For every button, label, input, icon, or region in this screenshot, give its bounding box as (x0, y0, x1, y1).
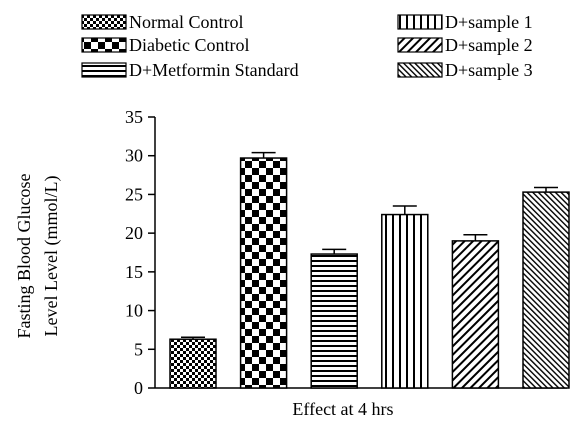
bar-2 (239, 157, 288, 389)
legend: Normal Control Diabetic Control D+Metformi… (81, 12, 533, 80)
legend-label-6: D+sample 3 (445, 60, 533, 80)
y-tick-label: 35 (125, 107, 143, 127)
legend-swatch-5 (397, 37, 443, 53)
legend-swatch-3 (81, 62, 127, 78)
y-axis-label-line-1: Fasting Blood Glucose (14, 173, 34, 338)
legend-label-5: D+sample 2 (445, 35, 533, 55)
bar-6 (522, 191, 570, 389)
y-tick-label: 5 (134, 339, 143, 359)
bar-3 (310, 253, 358, 389)
legend-swatch-1 (81, 14, 127, 30)
y-tick-label: 25 (125, 184, 143, 204)
bars (169, 157, 570, 389)
y-tick-label: 15 (125, 262, 143, 282)
y-ticks: 0 5 10 15 20 25 30 35 (125, 107, 155, 398)
bar-4 (381, 213, 429, 389)
legend-swatch-6 (397, 62, 443, 78)
legend-label-3: D+Metformin Standard (129, 60, 299, 80)
error-bars (181, 151, 558, 340)
y-tick-label: 10 (125, 301, 143, 321)
legend-label-2: Diabetic Control (129, 35, 249, 55)
x-axis-label: Effect at 4 hrs (292, 399, 393, 419)
legend-label-1: Normal Control (129, 12, 244, 32)
bar-1 (169, 338, 217, 389)
y-axis-label-line-2: Level Level (mmol/L) (41, 176, 62, 337)
y-tick-label: 20 (125, 223, 143, 243)
axes (154, 117, 567, 389)
legend-swatch-2 (81, 37, 127, 53)
bar-5 (451, 240, 500, 389)
legend-label-4: D+sample 1 (445, 12, 533, 32)
legend-swatch-4 (397, 14, 443, 30)
y-tick-label: 30 (125, 146, 143, 166)
y-tick-label: 0 (134, 378, 143, 398)
